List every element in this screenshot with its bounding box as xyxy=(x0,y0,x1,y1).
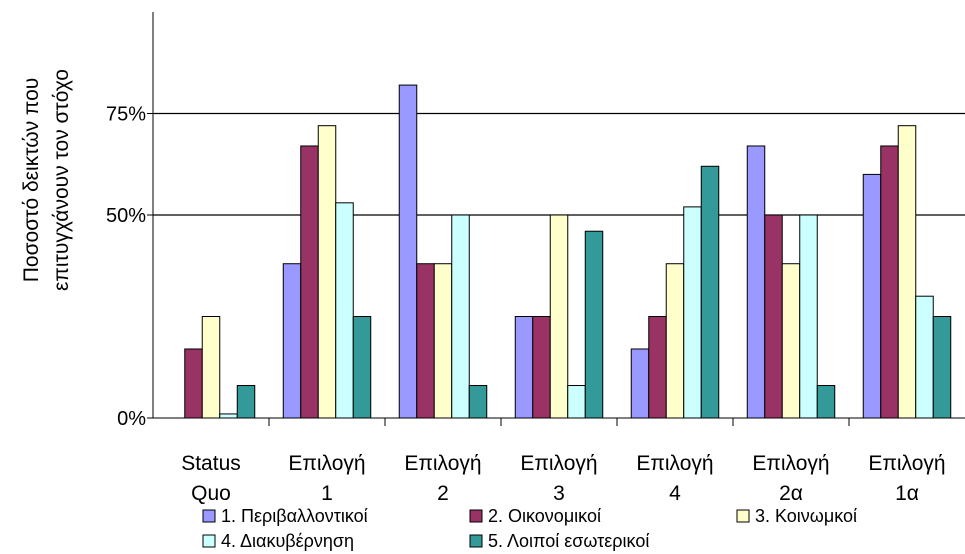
x-tick-label: 2α xyxy=(779,482,803,505)
bar xyxy=(317,125,337,419)
x-axis: Status Quo Επιλογή 1 Επιλογή 2 Επιλογή 3 Επιλογή… xyxy=(181,418,946,505)
y-tick-label: 75% xyxy=(106,104,146,126)
x-tick-label: 2 xyxy=(437,482,449,505)
bar xyxy=(764,214,783,419)
x-tick-label: Επιλογή xyxy=(404,452,481,475)
y-axis-title-line: Ποσοστό δεικτών που xyxy=(20,78,43,283)
legend-swatch xyxy=(202,534,216,548)
x-tick-label: Επιλογή xyxy=(288,452,365,475)
x-tick-label: Status xyxy=(181,452,241,475)
bar xyxy=(352,316,372,419)
bar xyxy=(665,263,685,419)
bar xyxy=(781,263,801,419)
x-tick-label: 1 xyxy=(321,482,333,505)
bar xyxy=(567,385,586,419)
bar xyxy=(897,125,917,419)
legend-label: 5. Λοιποί εσωτερικοί xyxy=(488,531,649,551)
legend-label: 4. Διακυβέρνηση xyxy=(221,531,354,551)
x-tick-label: Επιλογή xyxy=(636,452,713,475)
bar xyxy=(468,385,488,419)
legend-swatch xyxy=(469,534,483,548)
bar xyxy=(236,385,256,419)
bar xyxy=(335,202,354,419)
x-tick-label: Επιλογή xyxy=(868,452,945,475)
bar xyxy=(584,230,604,419)
x-tick-label: Quo xyxy=(191,482,231,505)
bar xyxy=(799,214,818,419)
x-tick-label: 3 xyxy=(553,482,565,505)
legend-swatch xyxy=(202,509,216,523)
bar xyxy=(549,214,569,419)
bar xyxy=(932,316,952,419)
bar xyxy=(532,316,551,419)
bar xyxy=(219,413,238,419)
bar xyxy=(201,316,221,419)
bar xyxy=(683,206,702,419)
bars xyxy=(184,84,952,419)
x-tick-label: Επιλογή xyxy=(520,452,597,475)
bar xyxy=(816,385,836,419)
legend-label: 2. Οικονομικοί xyxy=(488,506,601,526)
bar xyxy=(514,316,534,419)
reference-lines xyxy=(153,112,965,216)
legend-label: 3. Κοινωμκοί xyxy=(755,506,857,526)
legend: 1. Περιβαλλοντικοί 2. Οικονομικοί 3. Κοινω… xyxy=(202,506,857,551)
y-axis: 0% 50% 75% xyxy=(106,104,153,430)
bar xyxy=(880,145,899,419)
y-axis-title: Ποσοστό δεικτών που επιτυγχάνουν τον στόχ… xyxy=(20,69,73,291)
bar xyxy=(300,145,319,419)
x-tick-label: Επιλογή xyxy=(752,452,829,475)
bar xyxy=(862,173,882,419)
y-axis-title-line: επιτυγχάνουν τον στόχο xyxy=(50,69,73,291)
y-tick-label: 0% xyxy=(117,408,146,430)
bar xyxy=(915,295,934,419)
bar xyxy=(630,348,650,419)
legend-swatch xyxy=(469,509,483,523)
legend-swatch xyxy=(736,509,750,523)
bar xyxy=(282,263,302,419)
legend-label: 1. Περιβαλλοντικοί xyxy=(221,506,368,526)
x-tick-label: 4 xyxy=(669,482,681,505)
bar xyxy=(648,316,667,419)
x-tick-label: 1α xyxy=(895,482,919,505)
y-tick-label: 50% xyxy=(106,205,146,227)
bar xyxy=(416,263,435,419)
bar xyxy=(700,165,720,419)
bar xyxy=(433,263,453,419)
bar xyxy=(398,84,418,419)
bar xyxy=(184,348,203,419)
bar xyxy=(451,214,470,419)
bar xyxy=(746,145,766,419)
